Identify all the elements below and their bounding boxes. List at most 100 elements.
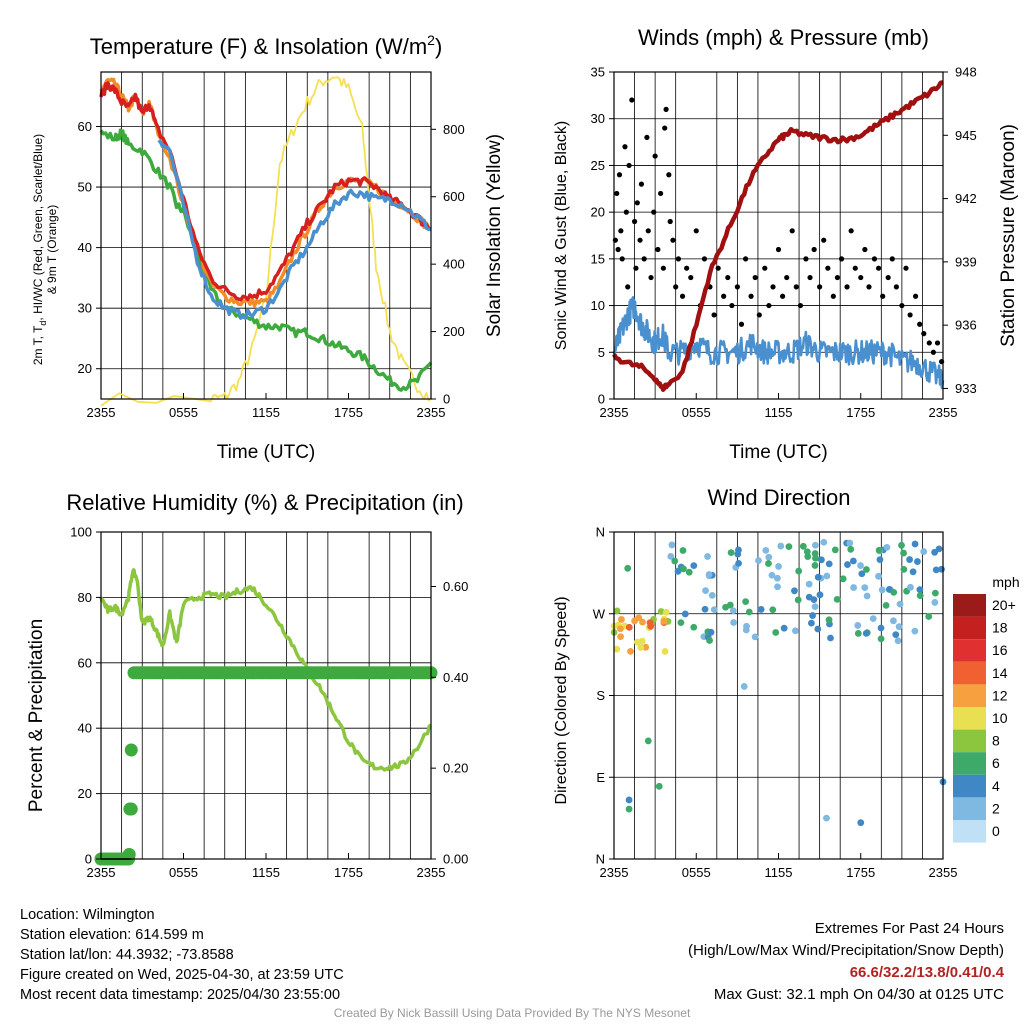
y-tick-label: 60 xyxy=(78,655,92,670)
direction-point xyxy=(863,592,871,600)
x-tick-label: 2355 xyxy=(600,865,629,880)
direction-point xyxy=(661,648,669,655)
direction-point xyxy=(710,606,718,614)
gust-point xyxy=(662,125,668,131)
direction-point xyxy=(616,625,624,633)
gust-point xyxy=(637,237,643,243)
direction-point xyxy=(765,560,772,567)
legend-label: 16 xyxy=(992,642,1008,658)
direction-point xyxy=(839,575,847,583)
gust-point xyxy=(645,228,651,234)
direction-point xyxy=(820,538,828,546)
direction-point xyxy=(875,572,882,580)
direction-point xyxy=(804,553,812,560)
direction-point xyxy=(900,566,908,573)
direction-point xyxy=(920,548,928,555)
gust-point xyxy=(631,218,638,225)
direction-point xyxy=(854,622,862,629)
direction-point xyxy=(772,629,780,636)
direction-point xyxy=(735,560,743,567)
gust-point xyxy=(711,312,717,318)
precip-point xyxy=(122,847,136,861)
y-right-tick-label: 933 xyxy=(955,381,977,396)
direction-point xyxy=(671,557,679,565)
direction-point xyxy=(613,607,621,615)
series-sonic-wind xyxy=(612,296,945,390)
gust-point xyxy=(616,172,623,178)
direction-point xyxy=(938,565,945,573)
direction-point xyxy=(633,638,641,646)
direction-point xyxy=(751,633,759,641)
x-tick-label: 1155 xyxy=(252,865,280,880)
direction-point xyxy=(896,600,904,608)
direction-point xyxy=(810,596,818,603)
y-right-tick-label: 0.20 xyxy=(443,761,468,776)
y-tick-label: 5 xyxy=(598,345,605,360)
direction-point xyxy=(657,608,665,615)
direction-point xyxy=(613,645,621,653)
gust-point xyxy=(618,228,624,234)
gust-point xyxy=(893,284,899,290)
direction-point xyxy=(680,565,687,573)
direction-point xyxy=(667,552,675,560)
direction-point xyxy=(823,814,830,822)
direction-point xyxy=(745,608,753,616)
gust-point xyxy=(885,274,891,281)
y-right-tick-label: 0 xyxy=(443,392,450,407)
direction-point xyxy=(681,610,689,618)
direction-point xyxy=(833,596,841,603)
direction-point xyxy=(777,542,785,550)
y-tick-label: 40 xyxy=(78,721,92,736)
y-tick-label: 100 xyxy=(70,525,92,540)
direction-point xyxy=(729,607,737,615)
series-hi-wc xyxy=(157,139,432,320)
gust-point xyxy=(848,228,854,234)
direction-point xyxy=(894,637,902,645)
location-text: Location: Wilmington xyxy=(20,907,155,923)
y-tick-label: 15 xyxy=(591,251,605,266)
gust-point xyxy=(844,284,850,290)
gust-point xyxy=(673,284,679,290)
gust-point xyxy=(615,246,621,253)
direction-point xyxy=(811,550,819,557)
legend-label: 2 xyxy=(992,800,1000,816)
created-text: Figure created on Wed, 2025-04-30, at 23… xyxy=(20,967,344,983)
precip-point xyxy=(123,802,137,816)
gust-point xyxy=(693,228,699,234)
direction-point xyxy=(624,564,632,572)
direction-point xyxy=(774,583,781,591)
legend-swatch xyxy=(953,820,986,843)
gust-point xyxy=(748,293,754,299)
direction-point xyxy=(660,617,668,625)
direction-point xyxy=(655,782,663,790)
legend-swatch xyxy=(953,616,986,640)
chart-title: Wind Direction xyxy=(707,485,850,510)
y-tick-label: 60 xyxy=(78,119,92,134)
direction-point xyxy=(799,542,807,550)
mesonet-figure: 2355 0555 1155 1755 235520304050600200400600… xyxy=(26,25,1020,880)
direction-point xyxy=(811,603,819,610)
gust-point xyxy=(725,274,731,281)
direction-point xyxy=(768,571,776,579)
gust-point xyxy=(825,265,831,271)
direction-point xyxy=(932,566,940,574)
direction-point xyxy=(858,570,866,578)
direction-point xyxy=(825,616,833,624)
direction-point xyxy=(794,596,802,604)
direction-point xyxy=(823,572,831,580)
x-tick-label: 1755 xyxy=(846,405,875,420)
y-axis-label: Percent & Precipitation xyxy=(26,619,47,812)
gust-point xyxy=(775,246,782,253)
y-tick-label: 10 xyxy=(591,298,605,313)
y-axis-label: Sonic Wind & Gust (Blue, Black) xyxy=(553,121,570,350)
max-gust-text: Max Gust: 32.1 mph On 04/30 at 0125 UTC xyxy=(713,986,1004,1003)
legend-label: 6 xyxy=(992,755,1000,771)
x-tick-label: 1155 xyxy=(252,405,280,420)
gust-point xyxy=(738,321,745,327)
gust-point xyxy=(701,256,708,262)
direction-point xyxy=(617,633,624,641)
direction-point xyxy=(877,635,885,643)
direction-point xyxy=(863,566,870,573)
direction-point xyxy=(877,624,885,632)
direction-point xyxy=(685,568,693,576)
